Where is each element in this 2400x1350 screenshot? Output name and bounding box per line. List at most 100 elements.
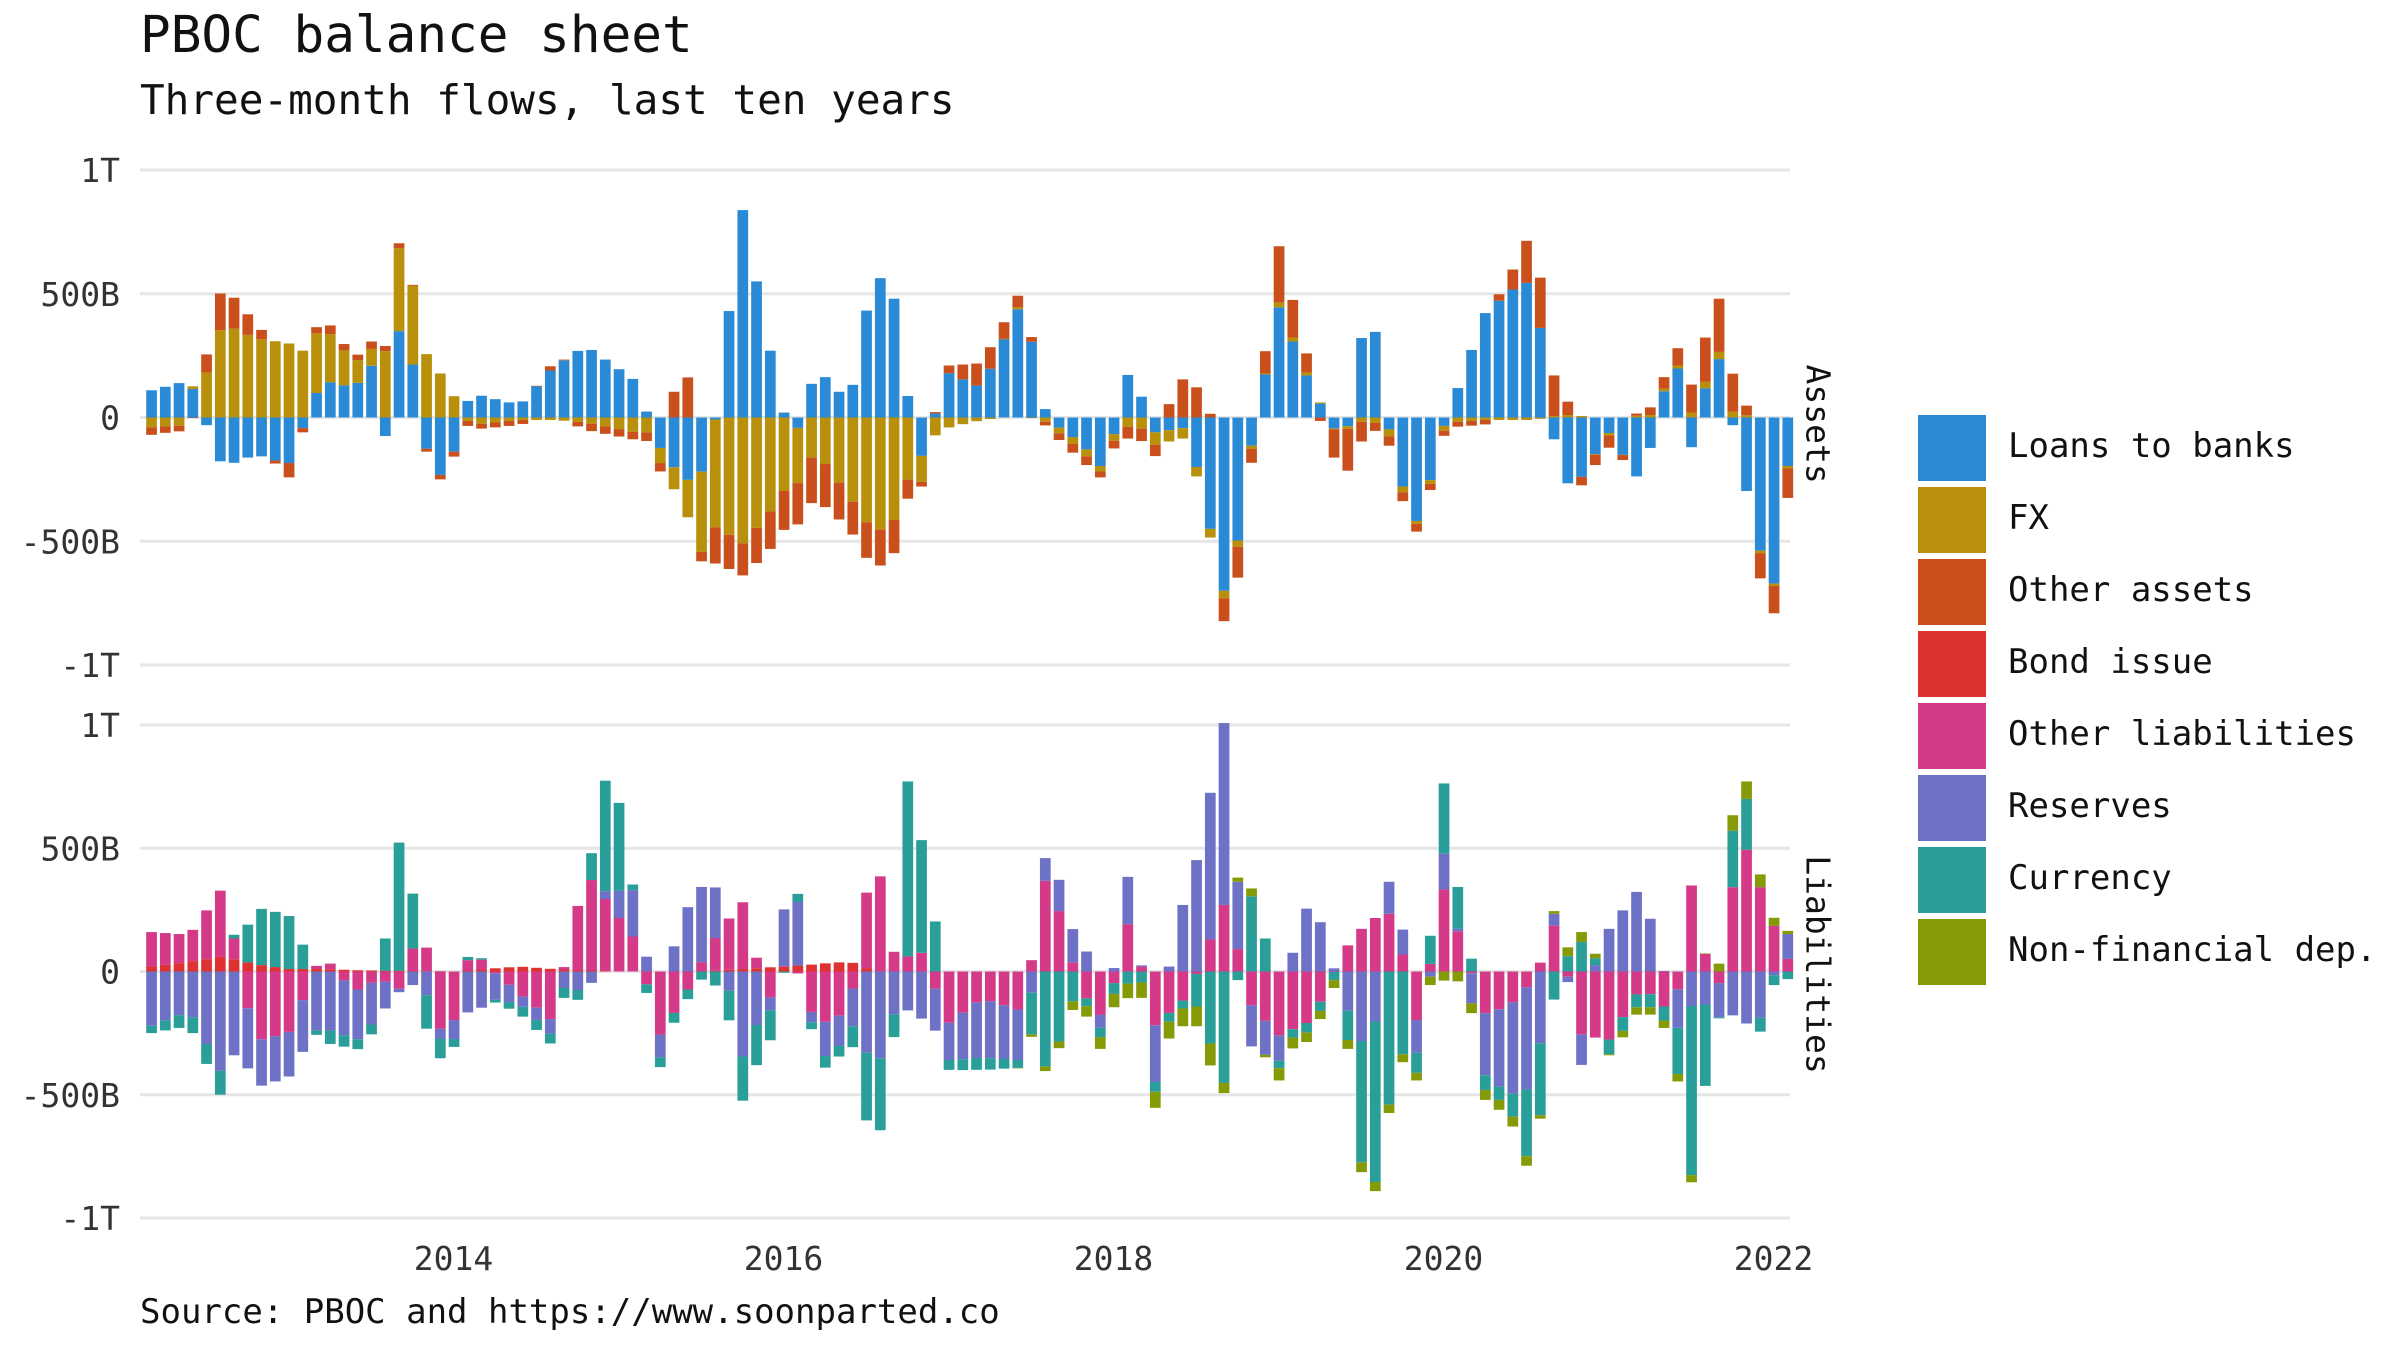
- bar-reserves: [902, 972, 913, 1011]
- bar-currency: [1425, 936, 1436, 964]
- bar-reserves: [1246, 1005, 1257, 1046]
- bar-other_liab: [1521, 972, 1532, 988]
- bar-bond: [779, 967, 790, 972]
- bar-other_liab: [1507, 972, 1518, 1003]
- bar-reserves: [1095, 1015, 1106, 1028]
- bar-other_liab: [820, 972, 831, 1022]
- bar-loans: [435, 418, 446, 475]
- bar-other_liab: [476, 960, 487, 970]
- bar-other_liab: [1370, 918, 1381, 971]
- bar-loans: [957, 379, 968, 417]
- bar-other_liab: [1095, 972, 1106, 1015]
- bar-loans: [944, 373, 955, 417]
- bar-other_liab: [325, 964, 336, 970]
- bar-other_assets: [1562, 402, 1573, 415]
- bar-other_assets: [1631, 414, 1642, 416]
- bar-other_liab: [682, 972, 693, 990]
- bar-other_assets: [1714, 299, 1725, 352]
- bar-other_assets: [600, 426, 611, 433]
- bar-reserves: [1604, 929, 1615, 972]
- bar-currency: [311, 1030, 322, 1034]
- bar-currency: [215, 1071, 226, 1095]
- facet-label-liabilities: Liabilities: [1799, 850, 1838, 1080]
- bar-currency: [792, 894, 803, 902]
- bar-other_assets: [1411, 524, 1422, 532]
- bar-other_assets: [146, 427, 157, 434]
- bar-other_assets: [1329, 429, 1340, 457]
- bar-other_assets: [655, 463, 666, 471]
- bar-other_assets: [1342, 429, 1353, 471]
- bar-reserves: [1122, 877, 1133, 924]
- bar-fx: [916, 456, 927, 482]
- bar-currency: [146, 1026, 157, 1033]
- bar-other_liab: [889, 952, 900, 972]
- bar-currency: [614, 803, 625, 891]
- bar-other_liab: [229, 938, 240, 959]
- bar-loans: [1782, 418, 1793, 467]
- bar-currency: [1205, 972, 1216, 1044]
- bar-currency: [847, 1026, 858, 1047]
- bar-fx: [1549, 416, 1560, 417]
- bar-reserves: [572, 972, 583, 990]
- bar-bond: [792, 966, 803, 972]
- bar-reserves: [1507, 1002, 1518, 1093]
- bar-fx: [1205, 529, 1216, 538]
- bar-currency: [930, 921, 941, 971]
- bar-loans: [1521, 283, 1532, 418]
- bar-nonfin: [1466, 1003, 1477, 1013]
- bar-currency: [1741, 799, 1752, 850]
- bar-nonfin: [1549, 911, 1560, 914]
- bar-fx: [586, 418, 597, 424]
- bar-bond: [229, 959, 240, 971]
- bar-other_liab: [957, 972, 968, 1013]
- y-tick-label: 0: [100, 953, 120, 992]
- bar-fx: [407, 286, 418, 365]
- bar-fx: [1370, 418, 1381, 423]
- bar-other_liab: [1012, 972, 1023, 1010]
- bar-nonfin: [1645, 1007, 1656, 1014]
- bar-other_liab: [1617, 972, 1628, 1018]
- bar-bond: [325, 969, 336, 971]
- bar-fx: [215, 330, 226, 417]
- bar-other_assets: [1439, 431, 1450, 436]
- bar-fx: [724, 418, 735, 535]
- bar-fx: [1012, 307, 1023, 309]
- bar-nonfin: [1260, 1055, 1271, 1057]
- bar-other_assets: [751, 528, 762, 563]
- bar-other_liab: [160, 933, 171, 965]
- bar-other_assets: [504, 421, 515, 426]
- bar-bond: [806, 965, 817, 972]
- bar-nonfin: [1136, 983, 1147, 998]
- bar-bond: [366, 971, 377, 972]
- bar-other_assets: [765, 512, 776, 549]
- bar-other_liab: [1067, 962, 1078, 971]
- bar-reserves: [517, 996, 528, 1006]
- bar-loans: [875, 278, 886, 417]
- bar-currency: [366, 1024, 377, 1034]
- bar-fx: [1136, 418, 1147, 429]
- bar-loans: [696, 418, 707, 472]
- bar-loans: [1329, 418, 1340, 429]
- bar-loans: [614, 369, 625, 417]
- bar-fx: [1329, 428, 1340, 429]
- bar-fx: [1287, 338, 1298, 342]
- bar-loans: [407, 365, 418, 418]
- legend-swatch-fx: [1918, 487, 1986, 553]
- bar-currency: [1095, 1028, 1106, 1037]
- bar-other_assets: [545, 366, 556, 370]
- bar-loans: [930, 414, 941, 418]
- bar-other_liab: [710, 938, 721, 971]
- y-tick-labels: 1T500B0-500B-1T1T500B0-500B-1T: [21, 151, 120, 1238]
- bar-loans: [1727, 418, 1738, 426]
- bar-other_liab: [256, 972, 267, 1040]
- bar-nonfin: [1232, 878, 1243, 882]
- bar-nonfin: [1329, 980, 1340, 988]
- bar-fx: [1164, 430, 1175, 441]
- bar-bond: [834, 962, 845, 971]
- bar-currency: [1672, 1028, 1683, 1074]
- bar-other_liab: [146, 932, 157, 967]
- bar-bond: [820, 963, 831, 971]
- bar-fx: [875, 418, 886, 530]
- bar-other_assets: [1136, 429, 1147, 441]
- bar-currency: [352, 1039, 363, 1049]
